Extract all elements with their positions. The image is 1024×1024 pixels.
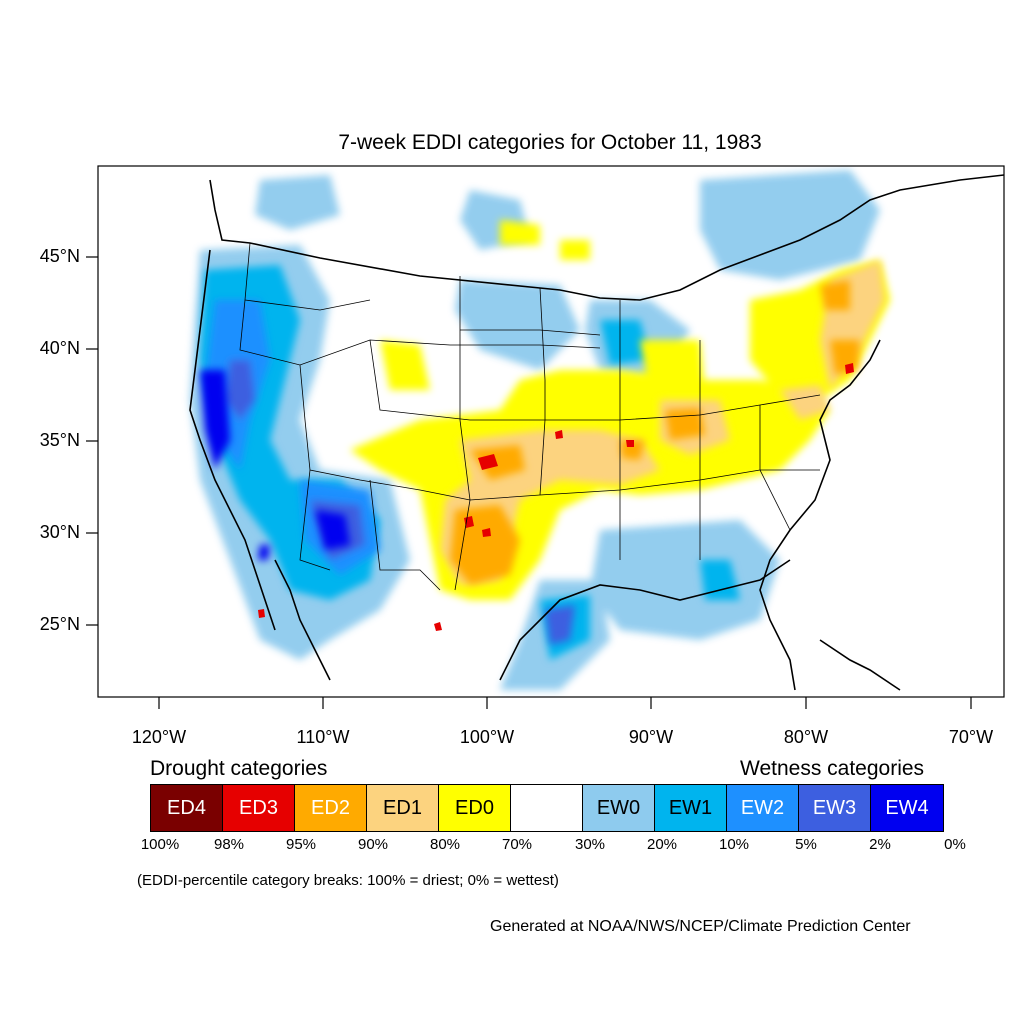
lon-label-120: 120°W (131, 727, 187, 747)
legend-ed3-label: ED3 (239, 796, 278, 819)
legend-ed1: ED1 (367, 785, 439, 831)
break-20: 20% (646, 836, 678, 853)
lat-label-45: 45°N (39, 246, 80, 266)
legend-ed0: ED0 (439, 785, 511, 831)
map-title: 7-week EDDI categories for October 11, 1… (338, 131, 762, 154)
lat-label-25: 25°N (39, 614, 80, 634)
axis-ticks (86, 256, 972, 709)
legend-ed2-label: ED2 (311, 796, 350, 819)
break-100: 100% (140, 836, 180, 853)
lat-label-40: 40°N (39, 338, 80, 358)
break-2: 2% (869, 836, 891, 853)
lat-label-30: 30°N (39, 522, 80, 542)
legend-ed2: ED2 (295, 785, 367, 831)
category-shading (190, 170, 890, 690)
wetness-heading: Wetness categories (740, 757, 925, 780)
legend-ew0: EW0 (583, 785, 655, 831)
break-95: 95% (285, 836, 317, 853)
break-80: 80% (429, 836, 461, 853)
break-10: 10% (718, 836, 750, 853)
drought-heading: Drought categories (150, 757, 328, 780)
state-borders (239, 242, 821, 591)
lon-label-110: 110°W (296, 727, 350, 747)
legend-ew1: EW1 (655, 785, 727, 831)
legend-ed3: ED3 (223, 785, 295, 831)
legend-ew4: EW4 (871, 785, 943, 831)
legend-ew3-label: EW3 (812, 796, 857, 819)
category-note: (EDDI-percentile category breaks: 100% =… (137, 872, 559, 889)
legend-normal (511, 785, 583, 831)
color-legend: ED4 ED3 ED2 ED1 ED0 EW0 EW1 EW2 EW3 EW4 (150, 784, 944, 832)
legend-ed4-label: ED4 (167, 796, 206, 819)
break-5: 5% (795, 836, 817, 853)
legend-ed1-label: ED1 (383, 796, 422, 819)
lon-label-100: 100°W (459, 727, 515, 747)
break-98: 98% (213, 836, 245, 853)
lon-label-70: 70°W (948, 727, 994, 747)
credit-line: Generated at NOAA/NWS/NCEP/Climate Predi… (490, 918, 911, 935)
legend-ew4-label: EW4 (885, 796, 929, 819)
legend-ed4: ED4 (151, 785, 223, 831)
break-90: 90% (357, 836, 389, 853)
legend-ew2-label: EW2 (740, 796, 785, 819)
break-0: 0% (944, 836, 966, 853)
legend-ew0-label: EW0 (596, 796, 641, 819)
lon-label-80: 80°W (783, 727, 829, 747)
legend-ew2: EW2 (727, 785, 799, 831)
break-70: 70% (501, 836, 533, 853)
lon-label-90: 90°W (628, 727, 674, 747)
break-30: 30% (574, 836, 606, 853)
legend-ed0-label: ED0 (455, 796, 494, 819)
legend-ew1-label: EW1 (668, 796, 713, 819)
lat-label-35: 35°N (39, 430, 80, 450)
legend-ew3: EW3 (799, 785, 871, 831)
